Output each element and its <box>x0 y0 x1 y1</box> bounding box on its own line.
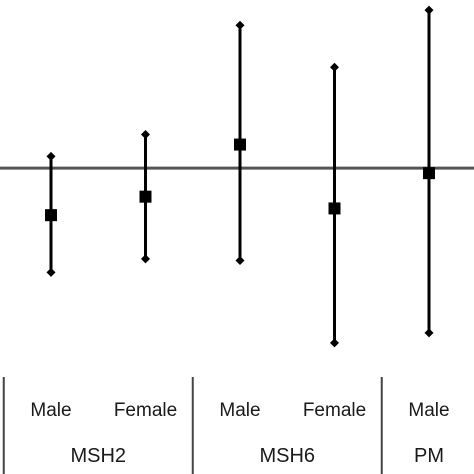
lower-bound-marker <box>424 328 434 338</box>
upper-bound-marker <box>141 129 150 139</box>
point-estimate-marker <box>45 209 57 222</box>
upper-bound-marker <box>235 20 245 30</box>
error-bar-group <box>234 20 246 266</box>
point-estimate-marker <box>234 138 246 151</box>
category-tick-label: Male <box>30 400 71 421</box>
upper-bound-marker <box>330 62 339 72</box>
group-label: MSH2 <box>70 445 126 467</box>
point-estimate-marker <box>139 190 152 203</box>
lower-bound-marker <box>330 338 339 348</box>
error-bar-group <box>139 129 152 264</box>
plot-marks <box>45 5 435 348</box>
category-tick-label: Male <box>408 400 449 421</box>
upper-bound-marker <box>46 151 56 161</box>
lower-bound-marker <box>235 256 245 266</box>
point-estimate-marker <box>328 202 341 215</box>
lower-bound-marker <box>46 267 56 277</box>
category-tick-label: Female <box>303 400 366 421</box>
error-bar-group <box>328 62 341 348</box>
lower-bound-marker <box>141 254 150 264</box>
error-bar-group <box>423 5 435 338</box>
upper-bound-marker <box>424 5 434 15</box>
category-tick-label: Male <box>219 400 260 421</box>
error-bar-group <box>45 151 57 277</box>
point-estimate-marker <box>423 167 435 180</box>
group-label: MSH6 <box>259 445 315 467</box>
group-label: PM <box>414 445 444 467</box>
category-axis: Male Female MSH2 Male Female MSH6 Male PM <box>2 377 450 474</box>
category-tick-label: Female <box>114 400 177 421</box>
